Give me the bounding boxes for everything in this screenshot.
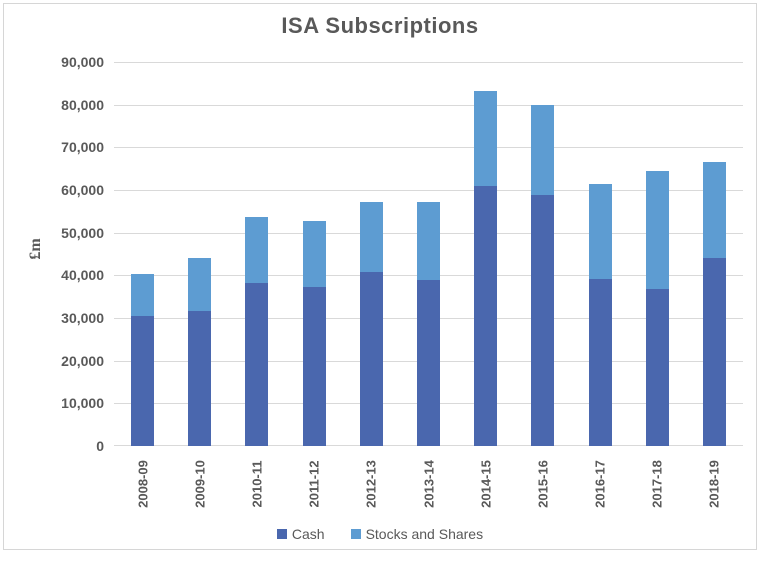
bar-segment-stocks-and-shares-2011-12 — [302, 220, 326, 288]
x-tick-label: 2016-17 — [592, 460, 608, 508]
x-tick-label: 2017-18 — [649, 460, 665, 508]
bar-segment-stocks-and-shares-2009-10 — [188, 258, 212, 311]
x-tick-label: 2014-15 — [478, 460, 494, 508]
bar-segment-cash-2010-11 — [245, 283, 269, 446]
x-tick-label: 2011-12 — [306, 460, 322, 508]
y-tick-label: 50,000 — [61, 224, 104, 241]
x-tick-label: 2012-13 — [363, 460, 379, 508]
bar-segment-stocks-and-shares-2008-09 — [131, 274, 155, 317]
stocks-and-shares-legend-swatch — [350, 529, 361, 539]
y-tick-label: 30,000 — [61, 310, 104, 326]
bar-segment-stocks-and-shares-2016-17 — [588, 183, 612, 279]
bar-segment-cash-2017-18 — [645, 289, 669, 446]
x-tick-label: 2015-16 — [535, 460, 551, 508]
x-tick-label: 2010-11 — [249, 460, 265, 508]
bar-segment-stocks-and-shares-2018-19 — [702, 162, 726, 259]
bar-segment-stocks-and-shares-2010-11 — [245, 216, 269, 284]
bar-segment-stocks-and-shares-2013-14 — [417, 201, 440, 281]
y-tick-label: 0 — [96, 438, 104, 454]
y-tick-label: 60,000 — [61, 182, 104, 198]
x-tick-label: 2008-09 — [135, 460, 151, 508]
bar-segment-stocks-and-shares-2012-13 — [359, 201, 383, 272]
legend: Cash Stocks and Shares — [4, 526, 756, 542]
cash-legend-label: Cash — [291, 526, 325, 542]
bar-segment-cash-2008-09 — [131, 316, 155, 446]
grid-line — [114, 190, 743, 191]
cash-legend-swatch — [276, 529, 287, 539]
x-tick-label: 2009-10 — [192, 460, 208, 508]
bar-segment-cash-2018-19 — [702, 258, 726, 446]
grid-line — [114, 62, 743, 63]
legend-item-stocks-and-shares: Stocks and Shares — [350, 526, 484, 542]
grid-line — [114, 147, 743, 149]
bar-segment-cash-2013-14 — [417, 280, 440, 446]
bar-segment-stocks-and-shares-2015-16 — [531, 105, 555, 196]
bar-segment-cash-2012-13 — [359, 271, 383, 446]
y-tick-label: 40,000 — [61, 267, 104, 284]
plot-area — [114, 62, 743, 446]
bar-segment-stocks-and-shares-2014-15 — [474, 91, 498, 187]
chart-title: ISA Subscriptions — [281, 13, 479, 38]
y-tick-label: 80,000 — [61, 96, 104, 113]
bar-segment-cash-2011-12 — [302, 287, 326, 446]
bar-segment-cash-2016-17 — [588, 278, 612, 446]
bar-segment-cash-2009-10 — [188, 310, 212, 446]
y-tick-label: 70,000 — [61, 139, 104, 156]
x-tick-label: 2013-14 — [421, 460, 436, 508]
y-tick-label: 10,000 — [61, 395, 104, 412]
grid-line — [114, 104, 743, 106]
chart-frame: ISA Subscriptions £m 0 10,000 20,000 30,000… — [3, 3, 757, 550]
stocks-and-shares-legend-label: Stocks and Shares — [365, 526, 484, 542]
x-tick-label: 2018-19 — [706, 460, 722, 508]
y-tick-label: 20,000 — [61, 352, 104, 369]
y-tick-label: 90,000 — [61, 54, 104, 70]
bar-segment-stocks-and-shares-2017-18 — [645, 170, 669, 290]
legend-item-cash: Cash — [276, 526, 325, 542]
bar-segment-cash-2014-15 — [474, 186, 498, 446]
bar-segment-cash-2015-16 — [531, 195, 555, 446]
